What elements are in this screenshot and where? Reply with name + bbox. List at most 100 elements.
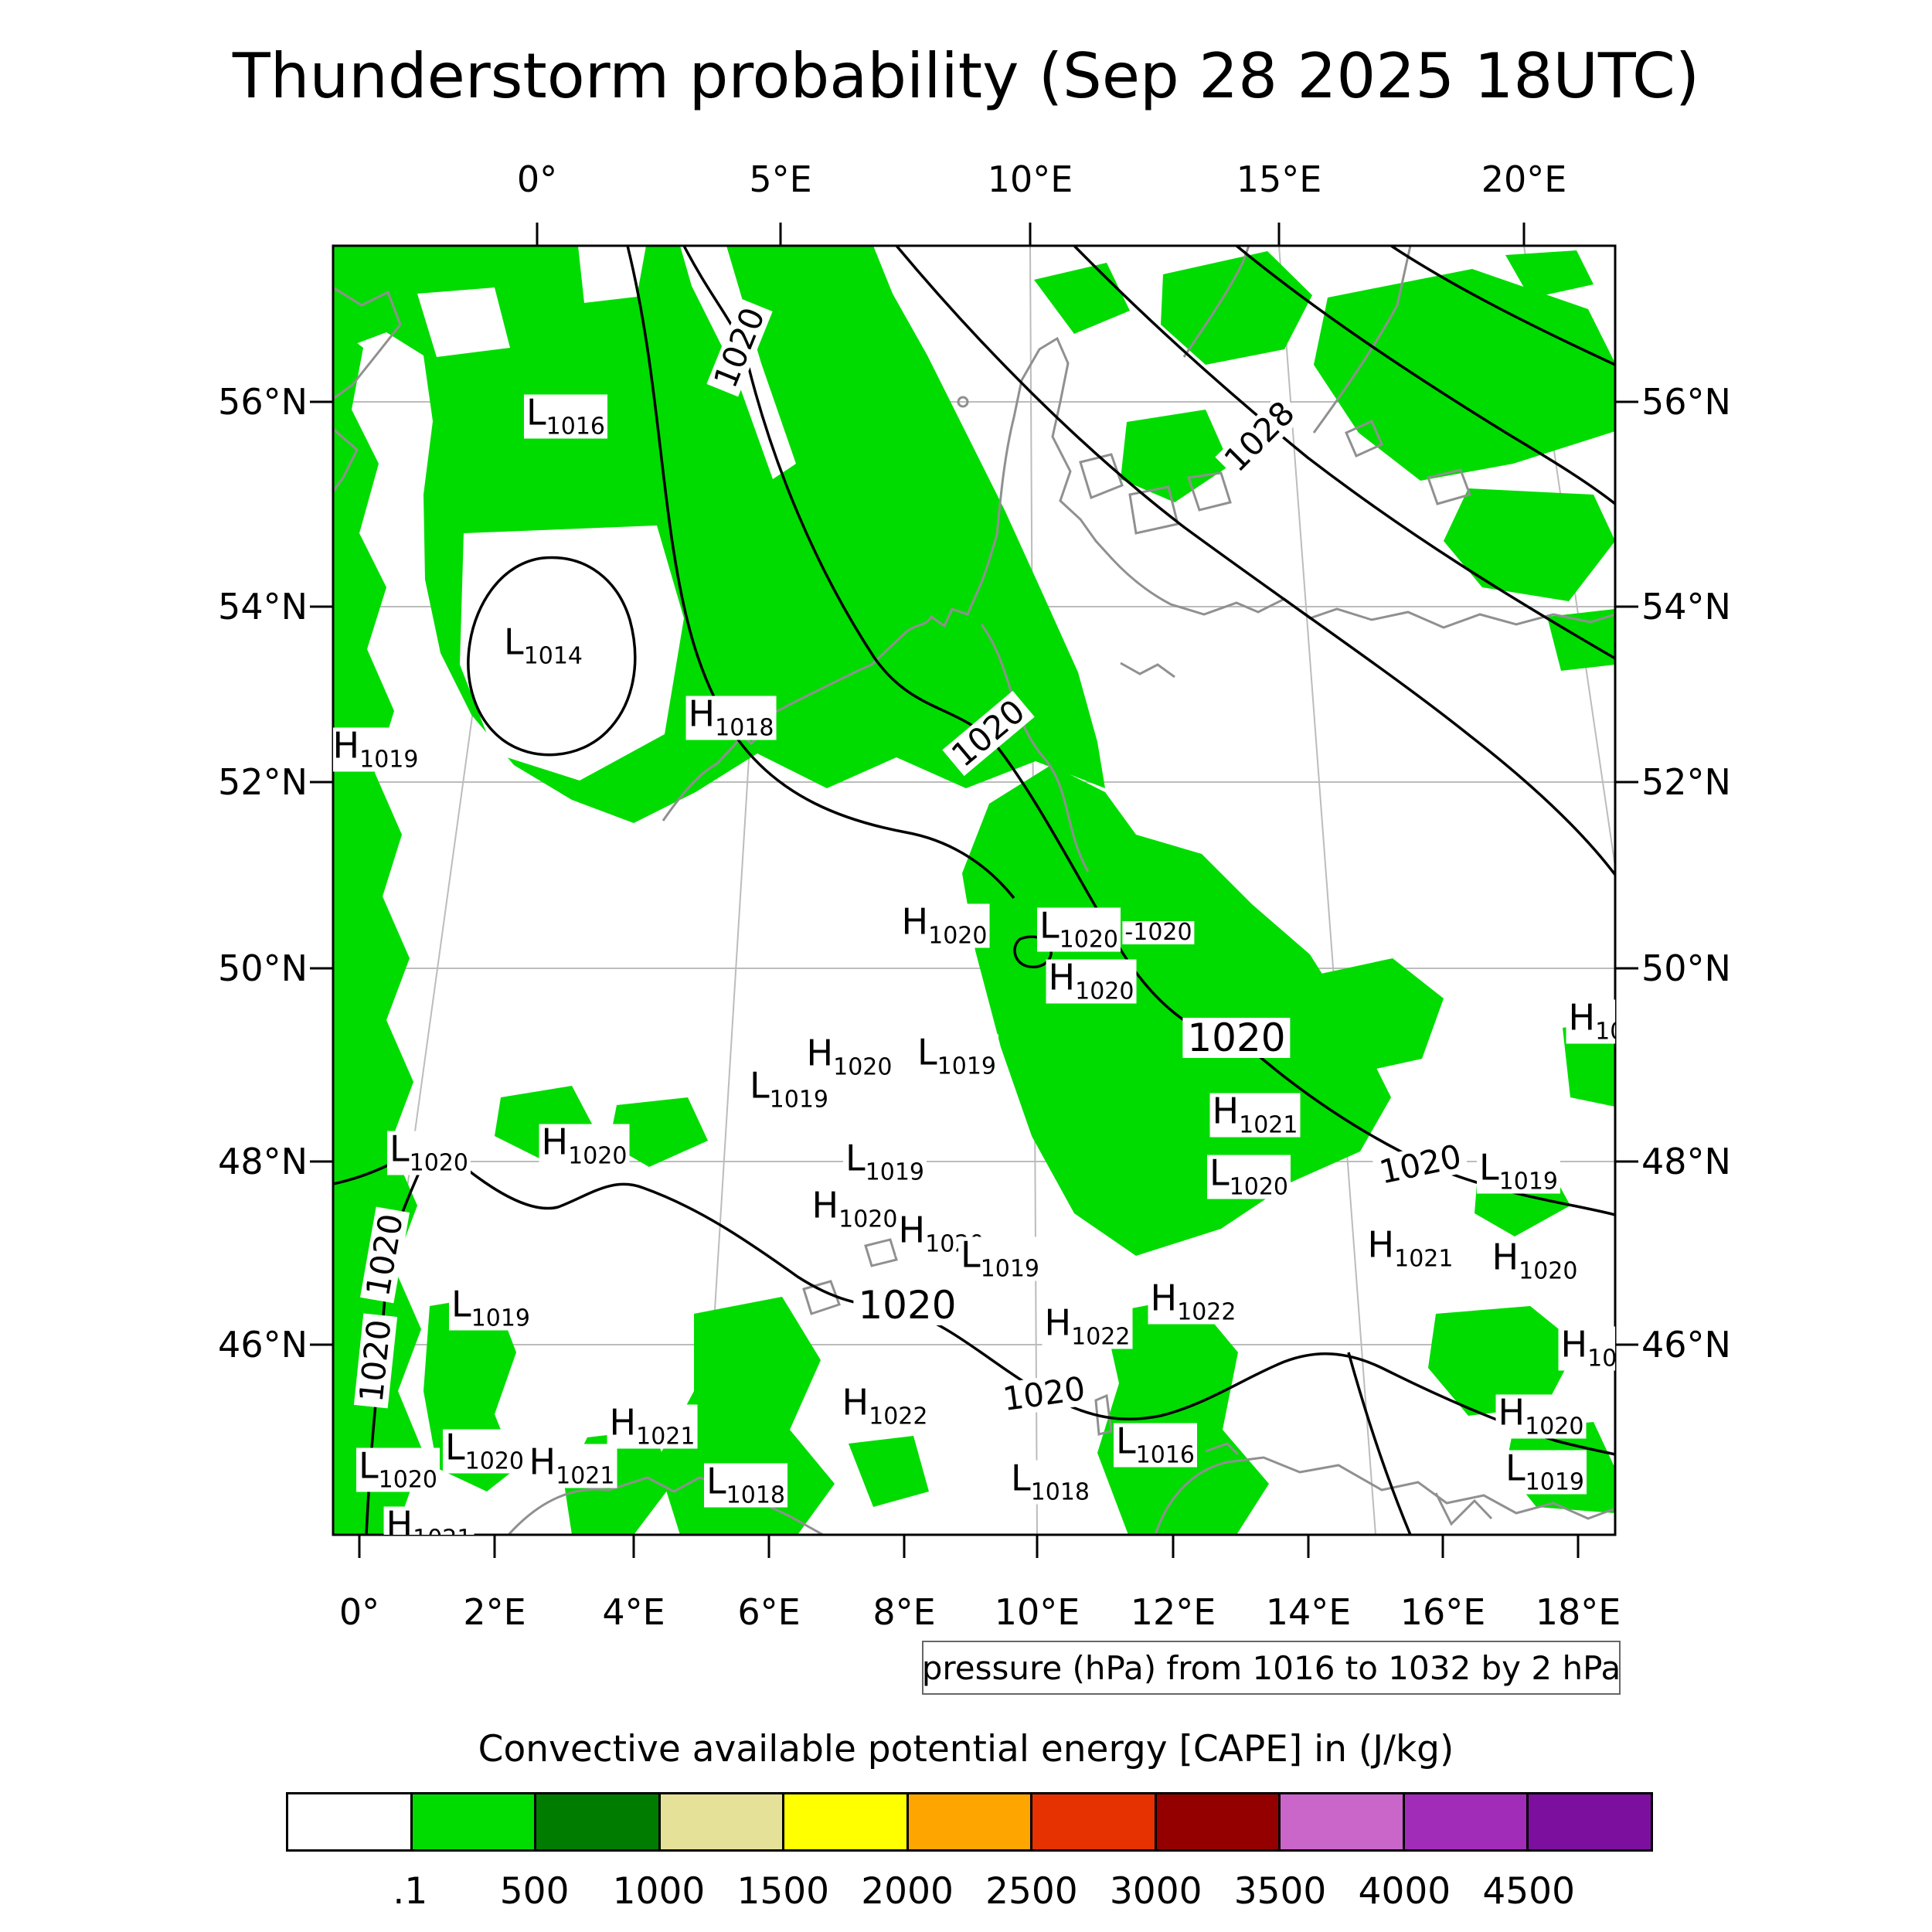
- pressure-center-label: L1020: [1207, 1155, 1291, 1199]
- pressure-value: 1020: [1229, 1173, 1288, 1201]
- pressure-letter: L: [1209, 1151, 1230, 1194]
- isobar-label: 1020: [352, 1313, 398, 1409]
- axis-label-right: 52°N: [1641, 761, 1731, 803]
- pressure-center-label: H1022: [839, 1381, 930, 1430]
- axis-ticks: [310, 223, 1638, 1558]
- pressure-letter: L: [389, 1128, 410, 1170]
- pressure-value: 1020: [928, 922, 988, 950]
- colorbar-segment: [660, 1794, 785, 1849]
- pressure-center-label: H1019: [333, 724, 421, 772]
- colorbar-segment: [288, 1794, 413, 1849]
- colorbar-tick-label: 3500: [1233, 1870, 1327, 1913]
- isobar-label: 1020: [1372, 1137, 1469, 1192]
- pressure-caption-box: pressure (hPa) from 1016 to 1032 by 2 hP…: [922, 1641, 1621, 1695]
- pressure-value: 1019: [1498, 1168, 1558, 1196]
- pressure-value: 1014: [523, 642, 583, 670]
- colorbar-segment: [908, 1794, 1033, 1849]
- axis-label-bottom: 6°E: [737, 1591, 801, 1633]
- pressure-value: 1020: [838, 1206, 898, 1233]
- pressure-center-label: L1020: [387, 1131, 471, 1175]
- pressure-letter: H: [842, 1381, 869, 1423]
- pressure-center-label: H1020: [1495, 1391, 1587, 1439]
- pressure-value: 1020: [568, 1142, 628, 1170]
- pressure-letter: H: [1048, 956, 1076, 998]
- cape-caption: Convective available potential energy [C…: [478, 1728, 1454, 1770]
- pressure-letter: H: [609, 1401, 637, 1444]
- pressure-value: 1022: [869, 1403, 928, 1430]
- pressure-value: 1021: [636, 1423, 696, 1451]
- pressure-letter: L: [1116, 1420, 1136, 1462]
- pressure-letter: H: [386, 1503, 413, 1536]
- axis-label-bottom: 18°E: [1535, 1591, 1621, 1633]
- pressure-letter: H: [1498, 1391, 1526, 1434]
- pressure-center-label: H1020: [1558, 1323, 1615, 1371]
- isobar-label: 1020: [359, 1206, 410, 1304]
- pressure-letter: L: [1505, 1447, 1526, 1489]
- colorbar-segment: [1529, 1794, 1651, 1849]
- isobar-label: 1020: [1182, 1018, 1291, 1058]
- pressure-value: 1018: [1030, 1478, 1090, 1506]
- axis-label-bottom: 16°E: [1400, 1591, 1486, 1633]
- pressure-letter: L: [1011, 1457, 1031, 1499]
- pressure-value: 1019: [865, 1158, 924, 1186]
- pressure-letter: L: [845, 1137, 866, 1179]
- pressure-value: 1019: [980, 1255, 1039, 1283]
- pressure-value: 1019: [937, 1053, 996, 1080]
- pressure-value: 1021: [1394, 1245, 1454, 1273]
- pressure-center-label: H1021: [607, 1401, 698, 1451]
- pressure-letter: H: [1560, 1323, 1588, 1366]
- pressure-value: 1022: [1071, 1323, 1131, 1351]
- colorbar-tick-label: 500: [499, 1870, 570, 1913]
- pressure-center-label: H1020: [1046, 956, 1137, 1005]
- pressure-value: 1021: [556, 1462, 615, 1490]
- colorbar-segment: [784, 1794, 909, 1849]
- pressure-letter: H: [1568, 996, 1596, 1039]
- axis-label-left: 52°N: [218, 761, 308, 803]
- axis-label-left: 50°N: [218, 947, 308, 989]
- pressure-center-label: L1019: [449, 1286, 532, 1331]
- pressure-letter: H: [1150, 1277, 1178, 1319]
- axis-label-right: 56°N: [1641, 381, 1731, 423]
- pressure-value: 1016: [546, 413, 605, 440]
- colorbar-tick-label: 4500: [1482, 1870, 1575, 1913]
- pressure-letter: H: [806, 1032, 834, 1074]
- pressure-value: 1020: [1519, 1257, 1578, 1285]
- colorbar-segment: [1404, 1794, 1529, 1849]
- pressure-value: 1016: [1135, 1441, 1195, 1469]
- pressure-letter: H: [529, 1440, 556, 1483]
- pressure-center-label: H1022: [1148, 1280, 1239, 1326]
- isobar-label: 1020: [853, 1285, 961, 1325]
- pressure-center-label: H1020: [1489, 1239, 1580, 1285]
- pressure-letter: L: [504, 621, 524, 663]
- axis-label-bottom: 2°E: [463, 1591, 526, 1633]
- axis-label-top: 10°E: [987, 158, 1073, 200]
- pressure-letter: H: [811, 1184, 839, 1226]
- axis-label-top: 15°E: [1236, 158, 1322, 200]
- pressure-letter: H: [901, 900, 929, 943]
- colorbar: [286, 1792, 1653, 1852]
- pressure-center-label: L1016: [1114, 1423, 1197, 1468]
- colorbar-tick-label: 1500: [736, 1870, 830, 1913]
- colorbar-segment: [1156, 1794, 1281, 1849]
- pressure-letter: H: [1212, 1090, 1240, 1132]
- axis-label-top: 0°: [516, 158, 558, 200]
- colorbar-tick-label: .1: [393, 1870, 428, 1913]
- colorbar-segment: [412, 1794, 537, 1849]
- pressure-center-label: L1019: [1477, 1149, 1560, 1196]
- pressure-center-label: L1020: [443, 1429, 526, 1474]
- pressure-center-label: L1020: [356, 1444, 440, 1492]
- axis-label-right: 48°N: [1641, 1141, 1731, 1182]
- pressure-center-label: H1021: [1365, 1226, 1456, 1273]
- pressure-center-label: L1020: [1037, 907, 1121, 952]
- pressure-value: 1020: [1075, 978, 1134, 1005]
- pressure-center-label: L1016: [524, 394, 607, 440]
- pressure-value: 1019: [1525, 1468, 1584, 1496]
- pressure-letter: H: [333, 724, 360, 767]
- axis-label-bottom: 8°E: [872, 1591, 936, 1633]
- pressure-value: 1022: [1177, 1298, 1236, 1326]
- axis-label-left: 48°N: [218, 1141, 308, 1182]
- pressure-letter: L: [359, 1444, 379, 1487]
- isobar-label: 1020: [996, 1369, 1092, 1418]
- pressure-center-label: H1022: [1042, 1304, 1133, 1351]
